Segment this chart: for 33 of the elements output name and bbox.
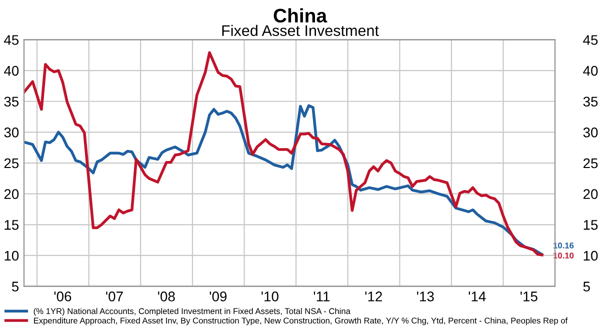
y-tick-label: 5 [12, 282, 19, 292]
legend-label: (% 1YR) National Accounts, Completed Investment in Fixed Assets, Total NSA - China [34, 308, 350, 316]
legend-label: Expenditure Approach, Fixed Asset Inv, By Construction Type, New Construction, Growth Rate, Y/Y % Chg, Ytd, Percent - China, Peoples Rep of [34, 317, 568, 326]
x-tick-label: '11 [314, 292, 330, 302]
x-tick-label: '10 [262, 292, 278, 302]
y2-tick-label: 10 [584, 250, 598, 261]
chart-subtitle: Fixed Asset Investment [222, 24, 379, 36]
y2-tick-label: 5 [583, 282, 590, 292]
y-tick-label: 40 [4, 66, 19, 76]
y-tick-label: 20 [4, 189, 19, 200]
y2-tick-label: 25 [583, 158, 598, 168]
x-tick-label: '15 [520, 292, 538, 302]
x-tick-label: '06 [54, 292, 72, 302]
line-series [24, 51, 544, 256]
y-tick-label: 35 [4, 96, 19, 107]
y2-tick-label: 20 [583, 189, 598, 200]
y2-tick-label: 40 [583, 66, 598, 76]
x-tick-label: '08 [158, 292, 175, 302]
x-tick-label: '13 [417, 292, 434, 302]
y-tick-label: 45 [4, 35, 19, 45]
y-tick-label: 10 [4, 250, 19, 261]
chart-title: China [274, 8, 328, 23]
y-tick-label: 15 [4, 220, 19, 230]
y2-tick-label: 30 [583, 128, 598, 138]
x-tick-label: '07 [106, 292, 123, 302]
x-tick-label: '12 [365, 292, 382, 302]
y2-tick-label: 35 [583, 96, 598, 107]
x-tick-label: '09 [210, 292, 227, 302]
y-tick-label: 30 [4, 128, 19, 138]
x-tick-label: '14 [468, 292, 486, 302]
y2-tick-label: 45 [583, 35, 598, 45]
y2-tick-label: 15 [584, 220, 598, 230]
y-tick-label: 25 [4, 158, 19, 168]
